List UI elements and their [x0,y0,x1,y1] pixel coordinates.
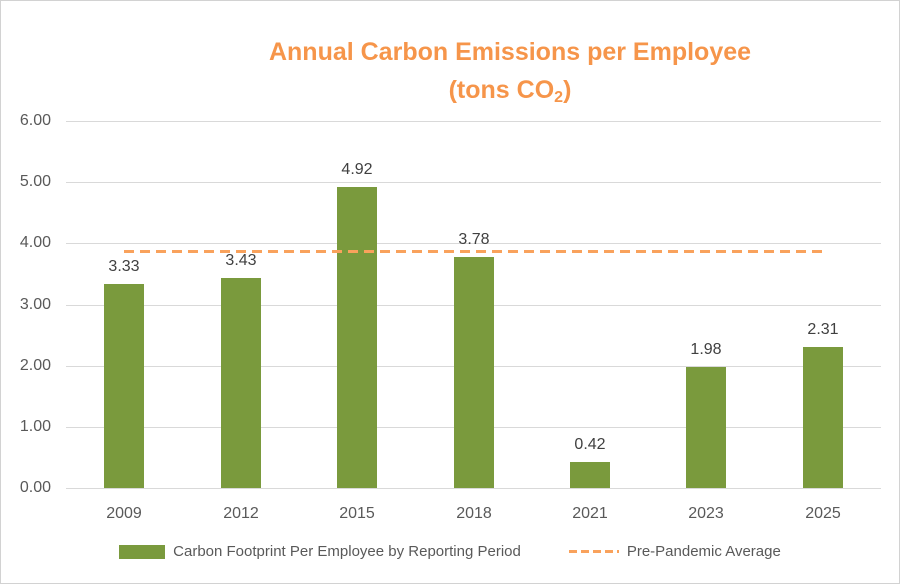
y-axis-tick-label: 2.00 [19,357,51,374]
bar-value-label-2025: 2.31 [807,321,839,338]
bar-value-label-2009: 3.33 [108,258,140,275]
bar-2025 [803,347,843,488]
gridline-0.00 [66,488,881,489]
x-axis-tick-label-2018: 2018 [456,505,492,522]
y-axis-tick-label: 3.00 [19,296,51,313]
bar-value-label-2021: 0.42 [574,436,606,453]
legend-item-average-line: Pre-Pandemic Average [568,543,781,560]
y-axis-tick-label: 0.00 [19,479,51,496]
chart-title-subscript: 2 [554,89,564,106]
y-axis-tick-label: 4.00 [19,234,51,251]
x-axis-tick-label-2023: 2023 [688,505,724,522]
bar-series-swatch-icon [119,544,166,559]
bar-value-label-2012: 3.43 [225,252,257,269]
x-axis-tick-label-2015: 2015 [339,505,375,522]
chart-title-line2-prefix: (tons CO [448,76,555,104]
y-axis-tick-label: 5.00 [19,173,51,190]
bar-value-label-2018: 3.78 [458,231,490,248]
chart-title: Annual Carbon Emissions per Employee (to… [121,33,899,117]
legend: Carbon Footprint Per Employee by Reporti… [1,543,899,560]
bar-2023 [686,367,726,488]
x-axis-tick-label-2009: 2009 [106,505,142,522]
bar-value-label-2015: 4.92 [341,161,373,178]
bar-2012 [221,278,261,488]
x-axis-tick-label-2012: 2012 [223,505,259,522]
gridline-6.00 [66,121,881,122]
bar-2009 [104,284,144,488]
bar-2018 [454,257,494,488]
average-line-legend-label: Pre-Pandemic Average [626,543,781,560]
gridline-5.00 [66,182,881,183]
x-axis-tick-label-2021: 2021 [572,505,608,522]
y-axis-tick-label: 6.00 [19,112,51,129]
bar-2015 [337,187,377,488]
legend-item-bar-series: Carbon Footprint Per Employee by Reporti… [119,543,521,560]
gridline-4.00 [66,243,881,244]
chart-title-line1: Annual Carbon Emissions per Employee [268,38,752,66]
bar-2021 [570,462,610,488]
pre-pandemic-average-line [124,250,823,253]
bar-series-legend-label: Carbon Footprint Per Employee by Reporti… [173,543,521,560]
chart-title-line2-suffix: ) [563,76,572,104]
chart-title-line2: (tons CO2) [121,71,899,117]
bar-value-label-2023: 1.98 [690,341,722,358]
x-axis-tick-label-2025: 2025 [805,505,841,522]
dashed-line-swatch-icon [568,550,619,553]
y-axis-tick-label: 1.00 [19,418,51,435]
